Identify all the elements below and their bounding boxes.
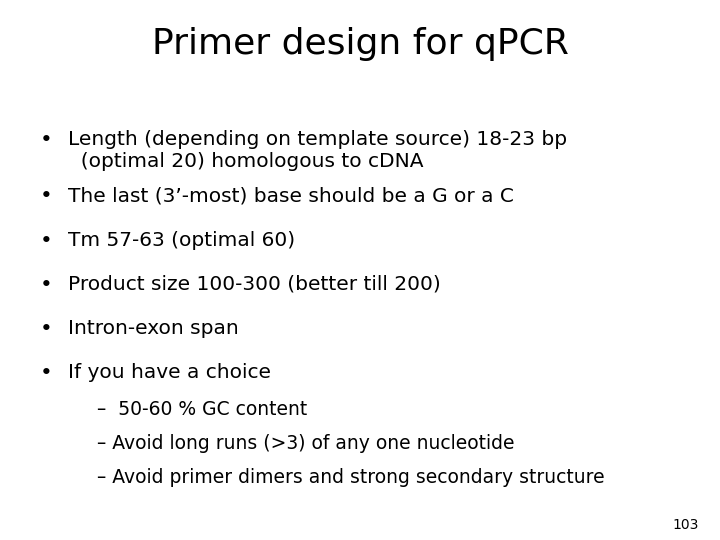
Text: Tm 57-63 (optimal 60): Tm 57-63 (optimal 60): [68, 231, 295, 249]
Text: –  50-60 % GC content: – 50-60 % GC content: [97, 400, 307, 419]
Text: Product size 100-300 (better till 200): Product size 100-300 (better till 200): [68, 275, 441, 294]
Text: •: •: [40, 275, 53, 295]
Text: Primer design for qPCR: Primer design for qPCR: [152, 27, 568, 61]
Text: – Avoid long runs (>3) of any one nucleotide: – Avoid long runs (>3) of any one nucleo…: [97, 434, 515, 453]
Text: The last (3’-most) base should be a G or a C: The last (3’-most) base should be a G or…: [68, 186, 514, 205]
Text: 103: 103: [672, 518, 698, 532]
Text: – Avoid primer dimers and strong secondary structure: – Avoid primer dimers and strong seconda…: [97, 468, 605, 487]
Text: •: •: [40, 319, 53, 339]
Text: If you have a choice: If you have a choice: [68, 363, 271, 382]
Text: •: •: [40, 363, 53, 383]
Text: •: •: [40, 130, 53, 150]
Text: •: •: [40, 231, 53, 251]
Text: •: •: [40, 186, 53, 206]
Text: Intron-exon span: Intron-exon span: [68, 319, 239, 338]
Text: Length (depending on template source) 18-23 bp
  (optimal 20) homologous to cDNA: Length (depending on template source) 18…: [68, 130, 567, 171]
